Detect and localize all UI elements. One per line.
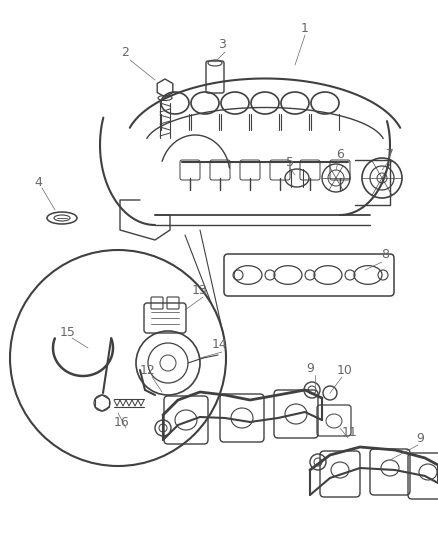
Text: 7: 7: [386, 149, 394, 161]
Text: 6: 6: [336, 149, 344, 161]
Text: 9: 9: [416, 432, 424, 445]
Text: 5: 5: [286, 156, 294, 168]
Text: 16: 16: [114, 416, 130, 429]
Text: 1: 1: [301, 21, 309, 35]
Text: 14: 14: [212, 338, 228, 351]
Text: 4: 4: [34, 175, 42, 189]
Text: 13: 13: [192, 284, 208, 296]
Text: 3: 3: [218, 38, 226, 52]
Text: 11: 11: [342, 425, 358, 439]
Text: 9: 9: [306, 361, 314, 375]
Text: 2: 2: [121, 45, 129, 59]
Text: 15: 15: [60, 326, 76, 338]
Text: 10: 10: [337, 364, 353, 376]
Text: 8: 8: [381, 248, 389, 262]
Text: 12: 12: [140, 364, 156, 376]
